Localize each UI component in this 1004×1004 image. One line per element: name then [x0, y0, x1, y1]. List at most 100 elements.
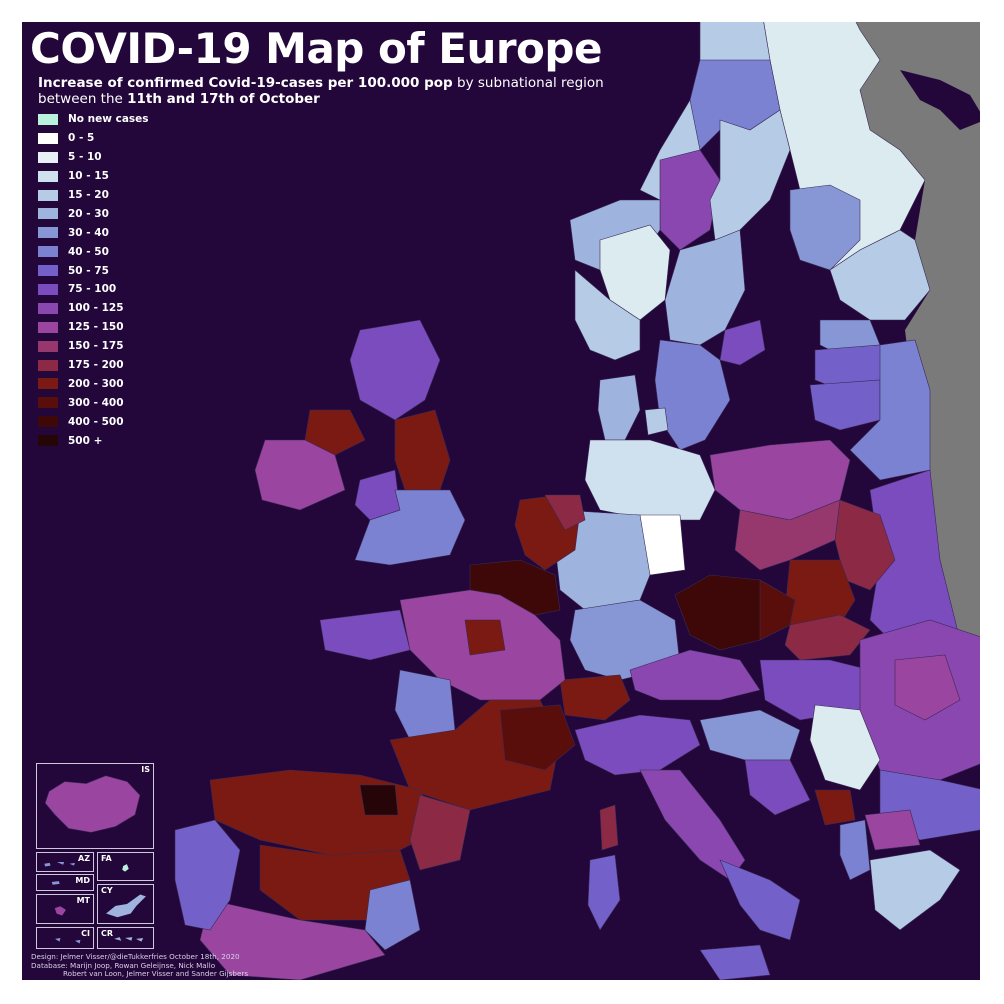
region-montenegro: [814, 789, 856, 826]
legend-label: No new cases: [68, 113, 149, 126]
malta-shape: [54, 906, 66, 916]
legend-item: 0 - 5: [38, 129, 149, 148]
legend-label: 5 - 10: [68, 151, 102, 164]
region-scotland: [349, 319, 441, 421]
legend-swatch: [38, 302, 58, 314]
subtitle-line-2: between the 11th and 17th of October: [38, 91, 320, 108]
region-belarus: [849, 339, 931, 481]
legend-item: 100 - 125: [38, 299, 149, 318]
cyprus-shape: [106, 894, 146, 918]
region-corsica: [599, 804, 619, 851]
legend-swatch: [38, 397, 58, 409]
legend-label: 150 - 175: [68, 340, 124, 353]
subtitle-line-2-bold: 11th and 17th of October: [127, 91, 320, 107]
legend-label: 100 - 125: [68, 302, 124, 315]
channel-islands-shape: [55, 938, 81, 944]
region-sardinia: [587, 854, 621, 931]
region-norway-south: [574, 269, 641, 361]
region-poland-mid: [734, 499, 841, 571]
inset-cyprus: CY: [97, 884, 154, 924]
subtitle-line-1-bold: Increase of confirmed Covid-19-cases per…: [38, 75, 453, 91]
legend-label: 50 - 75: [68, 264, 109, 277]
legend-swatch: [38, 435, 58, 447]
inset-canaries: CR: [97, 927, 154, 949]
region-england-north: [394, 409, 451, 491]
inset-canaries-label: CR: [101, 929, 114, 938]
region-germany-north: [584, 439, 716, 521]
region-spain-north: [209, 769, 441, 856]
legend-label: 175 - 200: [68, 359, 124, 372]
region-france-paris: [464, 619, 506, 656]
region-denmark-zealand: [644, 407, 669, 436]
legend-item: 5 - 10: [38, 148, 149, 167]
inset-iceland: IS: [36, 763, 154, 849]
region-finland-southeast: [829, 229, 931, 321]
inset-azores-label: AZ: [78, 854, 90, 863]
azores-shape: [44, 862, 75, 867]
region-austria: [629, 649, 761, 701]
region-ireland-north: [304, 409, 366, 456]
inset-channel-islands-label: CI: [81, 929, 90, 938]
region-norway-innlandet: [599, 224, 671, 321]
legend-label: 500 +: [68, 434, 103, 447]
legend-swatch: [38, 321, 58, 333]
legend-swatch: [38, 208, 58, 220]
inset-channel-islands: CI: [36, 927, 94, 949]
inset-faroe-label: FA: [101, 854, 112, 863]
subtitle-line-1: Increase of confirmed Covid-19-cases per…: [38, 75, 604, 92]
europe-map: [174, 22, 980, 980]
legend-item: 150 - 175: [38, 337, 149, 356]
legend-swatch: [38, 265, 58, 277]
credits-line-1: Design: Jelmer Visser/@dieTukkerfries Oc…: [31, 952, 240, 961]
region-greece: [869, 849, 961, 931]
legend-item: 40 - 50: [38, 242, 149, 261]
legend-item: 50 - 75: [38, 261, 149, 280]
legend-label: 30 - 40: [68, 226, 109, 239]
region-france-lyon: [499, 704, 576, 771]
region-france-brittany: [319, 609, 411, 661]
region-italy-south: [719, 859, 801, 941]
region-slovakia: [784, 614, 871, 661]
inset-madeira: MD: [36, 874, 94, 891]
legend-swatch: [38, 378, 58, 390]
legend-label: 400 - 500: [68, 415, 124, 428]
legend-swatch: [38, 227, 58, 239]
region-denmark: [597, 374, 641, 441]
legend-label: 15 - 20: [68, 189, 109, 201]
legend-item: No new cases: [38, 110, 149, 129]
legend-label: 20 - 30: [68, 207, 109, 220]
canaries-shape: [114, 937, 144, 942]
region-sweden-north: [709, 109, 791, 241]
legend-item: 175 - 200: [38, 356, 149, 375]
legend-swatch: [38, 416, 58, 428]
legend-item: 125 - 150: [38, 318, 149, 337]
region-italy-north: [574, 714, 701, 776]
madeira-shape: [51, 881, 60, 885]
legend-label: 300 - 400: [68, 396, 124, 409]
inset-malta-label: MT: [76, 896, 90, 905]
inset-madeira-label: MD: [75, 876, 90, 885]
region-north-macedonia: [864, 809, 921, 851]
legend-label: 75 - 100: [68, 283, 117, 296]
region-finland-south: [789, 184, 861, 271]
legend-item: 400 - 500: [38, 412, 149, 431]
iceland-shape: [44, 775, 141, 833]
legend-swatch: [38, 151, 58, 163]
inset-faroe: FA: [97, 852, 154, 881]
region-switzerland: [559, 674, 631, 721]
region-bosnia: [744, 759, 811, 816]
legend-label: 10 - 15: [68, 170, 109, 183]
region-portugal: [174, 819, 241, 931]
legend-label: 0 - 5: [68, 132, 95, 145]
legend-item: 200 - 300: [38, 374, 149, 393]
legend-label: 125 - 150: [68, 321, 124, 334]
region-spain-south: [199, 899, 386, 980]
region-sweden-south: [654, 339, 731, 451]
legend-swatch: [38, 170, 58, 182]
legend-item: 30 - 40: [38, 223, 149, 242]
inset-iceland-label: IS: [141, 765, 150, 774]
legend-item: 15 - 20: [38, 186, 149, 205]
region-romania-center: [894, 654, 961, 721]
region-sicily: [699, 944, 771, 980]
legend-swatch: [38, 132, 58, 144]
